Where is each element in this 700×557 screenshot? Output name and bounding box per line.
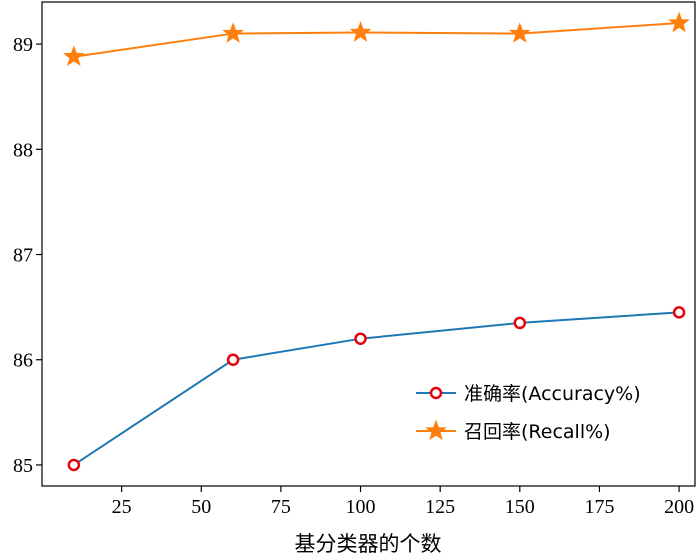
data-point: [668, 11, 690, 33]
legend-label: 召回率(Recall%): [464, 421, 611, 443]
series-line: [73, 22, 680, 58]
data-point: [509, 22, 531, 43]
x-axis-title: 基分类器的个数: [295, 532, 442, 556]
x-tick-label: 25: [112, 496, 132, 518]
plot-frame: [41, 1, 696, 487]
legend-label: 准确率(Accuracy%): [464, 383, 641, 405]
x-tick-label: 50: [191, 496, 211, 518]
data-point: [513, 316, 527, 330]
data-point: [354, 332, 367, 345]
series-layer: [63, 11, 690, 472]
axis-ticks: 25 50 75 100 125 150 175 200 85 86 87 88 89: [13, 34, 694, 518]
legend-entry: 召回率(Recall%): [416, 419, 611, 443]
series-1: [67, 306, 686, 472]
x-tick-label: 125: [425, 496, 455, 518]
x-tick-label: 200: [664, 496, 694, 518]
data-point: [226, 353, 240, 366]
legend-entry: 准确率(Accuracy%): [416, 383, 641, 405]
y-tick-label: 87: [13, 245, 33, 267]
legend: 准确率(Accuracy%) 召回率(Recall%): [416, 383, 641, 443]
data-point: [672, 306, 686, 319]
y-tick-label: 89: [13, 34, 33, 56]
data-point: [67, 458, 81, 472]
y-tick-label: 85: [13, 455, 33, 477]
x-tick-label: 150: [505, 496, 535, 518]
x-tick-label: 175: [584, 496, 614, 518]
legend-swatch-marker: [425, 419, 447, 441]
series-2: [63, 11, 690, 66]
x-tick-label: 75: [271, 496, 291, 518]
data-point: [63, 45, 85, 66]
y-tick-label: 86: [13, 350, 33, 372]
data-point: [222, 22, 244, 43]
legend-swatch-marker: [429, 386, 443, 400]
y-tick-label: 88: [13, 139, 33, 161]
data-point: [349, 21, 372, 42]
x-tick-label: 100: [346, 496, 376, 518]
